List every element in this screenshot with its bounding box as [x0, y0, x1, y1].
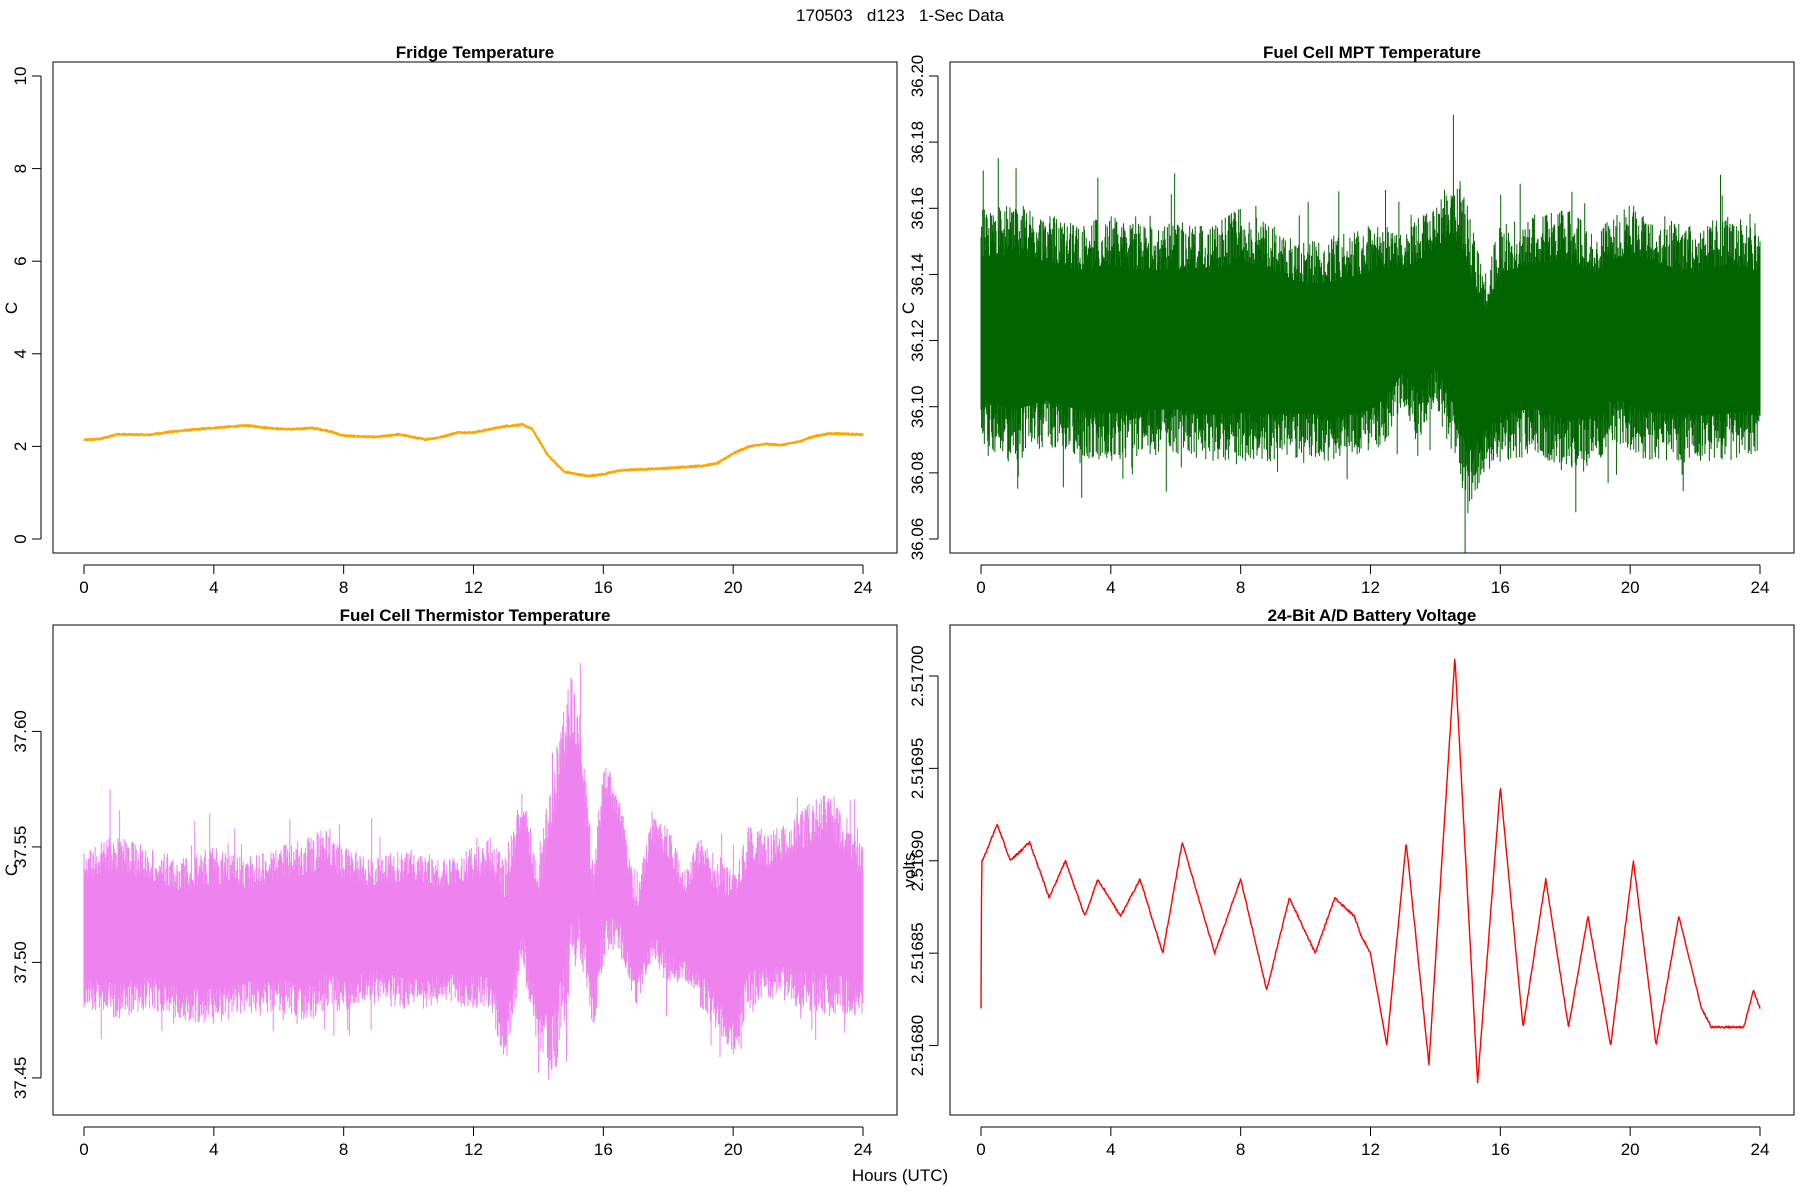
y-tick-label-0-4: 8 — [11, 164, 30, 173]
x-tick-label-3-4: 16 — [1491, 1140, 1510, 1159]
y-tick-label-1-2: 36.10 — [908, 385, 927, 428]
data-series-0 — [83, 422, 864, 478]
panel-title-fridge: Fridge Temperature — [395, 43, 555, 62]
y-tick-label-2-3: 37.60 — [11, 710, 30, 753]
x-tick-label-2-3: 12 — [464, 1140, 483, 1159]
x-tick-label-1-4: 16 — [1491, 578, 1510, 597]
y-tick-label-0-1: 2 — [11, 442, 30, 451]
x-tick-label-2-0: 0 — [79, 1140, 88, 1159]
global-xlabel: Hours (UTC) — [851, 1166, 949, 1185]
y-tick-label-1-4: 36.14 — [908, 253, 927, 296]
x-tick-label-0-5: 20 — [724, 578, 743, 597]
data-band-1 — [981, 232, 1760, 452]
panel-2: 0 4 8 12 16 20 24 37.45 37.50 37.55 37.60 — [11, 624, 898, 1159]
x-tick-label-0-1: 4 — [209, 578, 218, 597]
x-tick-label-3-3: 12 — [1361, 1140, 1380, 1159]
x-tick-label-3-1: 4 — [1106, 1140, 1115, 1159]
panel-title-thermistor: Fuel Cell Thermistor Temperature — [339, 606, 611, 625]
x-tick-label-0-6: 24 — [854, 578, 873, 597]
x-tick-label-1-3: 12 — [1361, 578, 1380, 597]
x-tick-label-1-2: 8 — [1236, 578, 1245, 597]
ylabel-mpt: C — [899, 301, 918, 315]
x-tick-label-0-2: 8 — [339, 578, 348, 597]
x-tick-label-3-0: 0 — [976, 1140, 985, 1159]
x-tick-label-1-6: 24 — [1751, 578, 1770, 597]
data-series-3 — [980, 658, 1761, 1084]
y-tick-label-3-2: 2.51690 — [908, 830, 927, 891]
y-tick-label-1-1: 36.08 — [908, 452, 927, 495]
x-tick-label-2-2: 8 — [339, 1140, 348, 1159]
plot-frame-1 — [949, 61, 1795, 554]
x-tick-label-1-1: 4 — [1106, 578, 1115, 597]
series-group-0 — [83, 422, 864, 478]
figure-suptitle: 170503 d123 1-Sec Data — [796, 6, 1004, 25]
series-group-2 — [83, 662, 864, 1080]
x-tick-label-3-6: 24 — [1751, 1140, 1770, 1159]
x-tick-label-0-3: 12 — [464, 578, 483, 597]
x-tick-label-0-0: 0 — [79, 578, 88, 597]
y-tick-label-3-4: 2.51700 — [908, 645, 927, 706]
y-tick-label-1-6: 36.18 — [908, 121, 927, 164]
y-tick-label-0-0: 0 — [11, 534, 30, 543]
x-tick-label-3-2: 8 — [1236, 1140, 1245, 1159]
y-tick-label-3-1: 2.51685 — [908, 922, 927, 983]
x-tick-label-2-4: 16 — [594, 1140, 613, 1159]
y-tick-label-1-5: 36.16 — [908, 187, 927, 230]
y-tick-label-1-7: 36.20 — [908, 55, 927, 98]
ylabel-battery: volts — [900, 852, 919, 888]
x-tick-label-2-1: 4 — [209, 1140, 218, 1159]
y-tick-label-3-0: 2.51680 — [908, 1015, 927, 1076]
data-band-2 — [84, 739, 863, 1021]
x-tick-label-1-0: 0 — [976, 578, 985, 597]
y-tick-label-2-2: 37.55 — [11, 826, 30, 869]
panel-title-battery: 24-Bit A/D Battery Voltage — [1267, 606, 1477, 625]
y-tick-label-0-2: 4 — [11, 349, 30, 358]
series-group-1 — [980, 114, 1761, 553]
x-tick-label-0-4: 16 — [594, 578, 613, 597]
panel-title-mpt: Fuel Cell MPT Temperature — [1263, 43, 1481, 62]
x-tick-label-3-5: 20 — [1621, 1140, 1640, 1159]
plot-frame-3 — [949, 624, 1795, 1116]
y-tick-label-0-3: 6 — [11, 256, 30, 265]
ylabel-fridge: C — [2, 301, 21, 315]
ylabel-thermistor: C — [2, 863, 21, 877]
y-tick-label-2-1: 37.50 — [11, 941, 30, 984]
plot-frame-2 — [52, 624, 898, 1116]
y-tick-label-2-0: 37.45 — [11, 1057, 30, 1100]
y-tick-label-0-5: 10 — [11, 67, 30, 86]
y-tick-label-1-3: 36.12 — [908, 319, 927, 362]
y-tick-label-3-3: 2.51695 — [908, 738, 927, 799]
y-tick-label-1-0: 36.06 — [908, 518, 927, 561]
x-tick-label-2-6: 24 — [854, 1140, 873, 1159]
x-tick-label-1-5: 20 — [1621, 578, 1640, 597]
series-group-3 — [980, 658, 1761, 1084]
panel-3: 0 4 8 12 16 20 24 2.51680 2.51685 2.51690 2.51695 2… — [908, 624, 1795, 1159]
panel-1: 0 4 8 12 16 20 24 36.06 36.08 36.10 36.12 36.14 36.1… — [908, 55, 1795, 597]
x-tick-label-2-5: 20 — [724, 1140, 743, 1159]
plot-frame-0 — [52, 61, 898, 554]
